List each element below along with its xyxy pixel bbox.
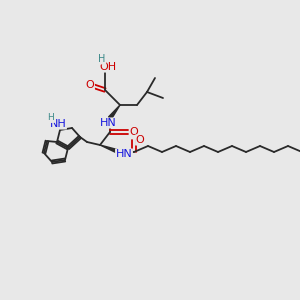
Text: HN: HN — [100, 118, 116, 128]
Text: OH: OH — [99, 62, 117, 72]
Polygon shape — [109, 105, 120, 119]
Text: NH: NH — [50, 119, 66, 129]
Text: H: H — [98, 54, 106, 64]
Text: H: H — [48, 113, 54, 122]
Polygon shape — [100, 145, 119, 154]
Text: HN: HN — [116, 149, 132, 159]
Text: O: O — [136, 135, 144, 145]
Text: O: O — [85, 80, 94, 90]
Text: O: O — [130, 127, 138, 137]
